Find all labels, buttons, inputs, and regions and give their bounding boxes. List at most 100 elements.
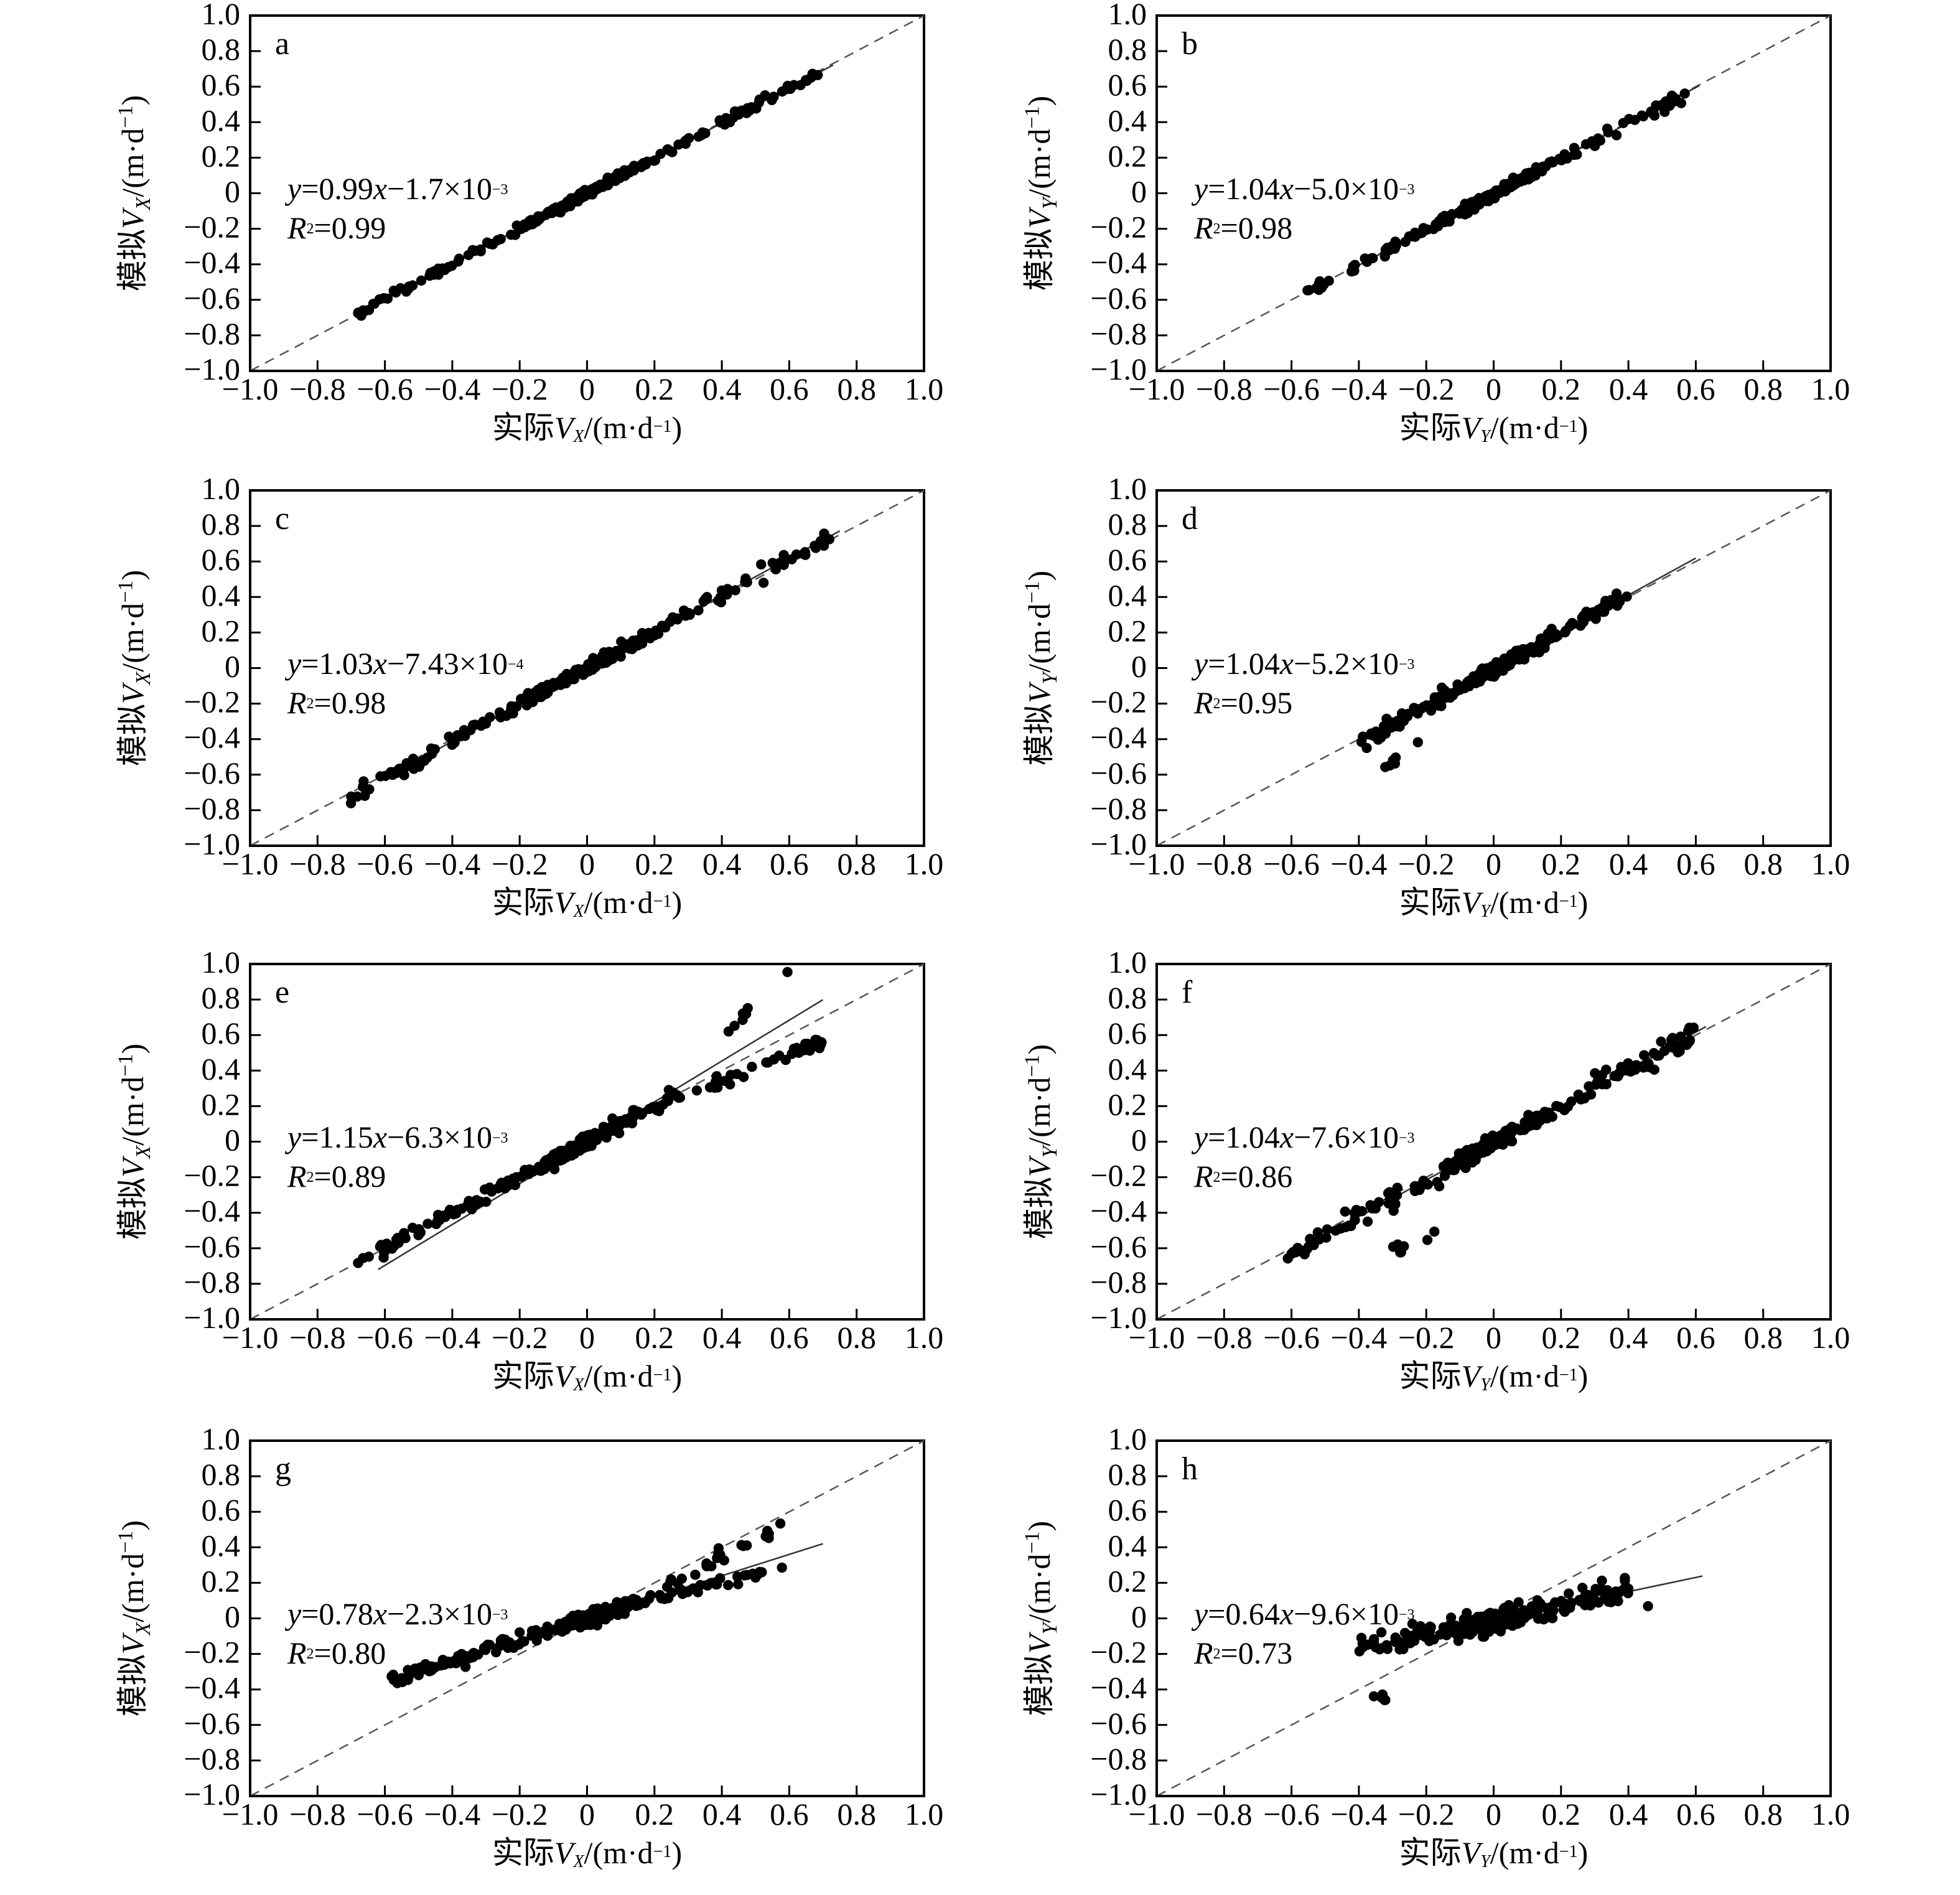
svg-text:−1.0: −1.0 xyxy=(184,352,240,386)
svg-text:−0.8: −0.8 xyxy=(289,372,346,406)
svg-text:0.4: 0.4 xyxy=(1108,1528,1147,1563)
svg-text:实际VY/(m·d−1): 实际VY/(m·d−1) xyxy=(1399,410,1589,446)
svg-text:0: 0 xyxy=(1486,1320,1501,1355)
svg-text:−0.8: −0.8 xyxy=(184,1265,240,1299)
svg-text:0.2: 0.2 xyxy=(202,1087,241,1121)
svg-text:R2=0.73: R2=0.73 xyxy=(1193,1635,1292,1670)
svg-text:−0.8: −0.8 xyxy=(184,1741,240,1776)
svg-text:0.4: 0.4 xyxy=(202,1528,241,1563)
svg-text:−0.4: −0.4 xyxy=(1090,1670,1147,1705)
svg-text:0.4: 0.4 xyxy=(202,578,241,612)
svg-text:−0.2: −0.2 xyxy=(1090,210,1147,245)
svg-text:y=0.78x−2.3×10−3: y=0.78x−2.3×10−3 xyxy=(284,1596,508,1631)
svg-text:0.4: 0.4 xyxy=(702,372,742,406)
svg-text:−0.2: −0.2 xyxy=(1090,1158,1147,1193)
svg-text:−1.0: −1.0 xyxy=(184,1300,240,1335)
svg-text:0.2: 0.2 xyxy=(1542,1797,1581,1832)
svg-text:0.4: 0.4 xyxy=(1609,1797,1648,1832)
svg-text:1.0: 1.0 xyxy=(905,1797,944,1832)
svg-text:b: b xyxy=(1182,26,1198,62)
svg-text:1.0: 1.0 xyxy=(1811,372,1850,406)
svg-text:1.0: 1.0 xyxy=(1108,1421,1147,1456)
svg-text:0: 0 xyxy=(1486,846,1501,881)
svg-text:0.4: 0.4 xyxy=(1609,846,1648,881)
svg-text:0.6: 0.6 xyxy=(1108,1492,1147,1527)
svg-text:−0.4: −0.4 xyxy=(424,1320,481,1355)
svg-text:−0.6: −0.6 xyxy=(1263,1320,1320,1355)
svg-text:0.8: 0.8 xyxy=(1108,32,1147,67)
svg-text:实际VY/(m·d−1): 实际VY/(m·d−1) xyxy=(1399,885,1589,921)
svg-text:0: 0 xyxy=(1486,1797,1501,1832)
svg-text:−0.6: −0.6 xyxy=(1263,846,1320,881)
svg-text:0: 0 xyxy=(225,1123,240,1158)
svg-text:1.0: 1.0 xyxy=(202,945,241,980)
svg-text:0: 0 xyxy=(579,372,595,406)
svg-text:−0.2: −0.2 xyxy=(1398,372,1455,406)
svg-text:0.8: 0.8 xyxy=(837,1797,876,1832)
svg-text:0.2: 0.2 xyxy=(635,1320,674,1355)
svg-text:−0.4: −0.4 xyxy=(184,1194,240,1228)
svg-text:−0.2: −0.2 xyxy=(184,1158,240,1193)
svg-text:1.0: 1.0 xyxy=(905,1320,944,1355)
svg-text:−0.2: −0.2 xyxy=(1398,1797,1455,1832)
svg-text:0.8: 0.8 xyxy=(837,372,876,406)
svg-text:−0.6: −0.6 xyxy=(184,1229,240,1264)
svg-text:R2=0.86: R2=0.86 xyxy=(1193,1159,1292,1194)
svg-text:y=1.04x−5.0×10−3: y=1.04x−5.0×10−3 xyxy=(1191,171,1415,206)
svg-text:1.0: 1.0 xyxy=(1108,471,1147,506)
svg-text:−0.2: −0.2 xyxy=(1090,685,1147,719)
svg-text:0: 0 xyxy=(1486,372,1501,406)
svg-text:−0.4: −0.4 xyxy=(184,1670,240,1705)
svg-text:0.6: 0.6 xyxy=(202,67,241,102)
svg-text:y=1.04x−7.6×10−3: y=1.04x−7.6×10−3 xyxy=(1191,1120,1415,1154)
svg-text:实际VY/(m·d−1): 实际VY/(m·d−1) xyxy=(1399,1835,1589,1871)
svg-text:0.6: 0.6 xyxy=(202,542,241,577)
svg-text:−0.2: −0.2 xyxy=(492,1320,548,1355)
svg-text:−1.0: −1.0 xyxy=(1090,826,1147,861)
svg-text:−0.8: −0.8 xyxy=(1090,791,1147,826)
svg-text:g: g xyxy=(275,1451,291,1487)
svg-text:−0.4: −0.4 xyxy=(424,846,481,881)
svg-text:0: 0 xyxy=(579,846,595,881)
svg-text:0.4: 0.4 xyxy=(202,103,241,138)
svg-text:0: 0 xyxy=(1131,1599,1147,1634)
svg-text:0.6: 0.6 xyxy=(1108,1016,1147,1050)
svg-text:0: 0 xyxy=(1131,649,1147,684)
svg-text:−0.2: −0.2 xyxy=(184,685,240,719)
svg-text:−0.4: −0.4 xyxy=(424,372,481,406)
svg-text:−0.6: −0.6 xyxy=(1090,756,1147,790)
svg-text:实际VY/(m·d−1): 实际VY/(m·d−1) xyxy=(1399,1359,1589,1395)
svg-text:0.2: 0.2 xyxy=(1542,372,1581,406)
svg-text:1.0: 1.0 xyxy=(1108,0,1147,31)
svg-text:1.0: 1.0 xyxy=(905,372,944,406)
svg-text:−0.6: −0.6 xyxy=(1263,1797,1320,1832)
svg-text:−0.4: −0.4 xyxy=(184,245,240,280)
svg-text:−0.8: −0.8 xyxy=(1196,1320,1253,1355)
svg-text:0.8: 0.8 xyxy=(1743,1320,1783,1355)
svg-text:0.4: 0.4 xyxy=(702,1320,742,1355)
svg-text:0.2: 0.2 xyxy=(202,138,241,173)
svg-text:0.2: 0.2 xyxy=(1108,1087,1147,1121)
svg-text:0.8: 0.8 xyxy=(837,1320,876,1355)
svg-text:−0.8: −0.8 xyxy=(289,1797,346,1832)
svg-text:0: 0 xyxy=(1131,174,1147,209)
svg-text:R2=0.80: R2=0.80 xyxy=(287,1635,386,1670)
svg-text:−0.2: −0.2 xyxy=(492,1797,548,1832)
svg-text:0.2: 0.2 xyxy=(1542,1320,1581,1355)
svg-text:0.2: 0.2 xyxy=(635,1797,674,1832)
svg-text:−1.0: −1.0 xyxy=(1090,352,1147,386)
svg-text:0: 0 xyxy=(225,174,240,209)
svg-text:−1.0: −1.0 xyxy=(1090,1777,1147,1812)
svg-text:R2=0.98: R2=0.98 xyxy=(287,685,386,720)
svg-text:0.4: 0.4 xyxy=(1609,372,1648,406)
svg-text:−0.4: −0.4 xyxy=(1331,372,1388,406)
svg-text:−0.2: −0.2 xyxy=(1398,1320,1455,1355)
svg-text:0.4: 0.4 xyxy=(202,1051,241,1086)
svg-text:0: 0 xyxy=(225,1599,240,1634)
svg-text:0.8: 0.8 xyxy=(202,507,241,541)
svg-text:1.0: 1.0 xyxy=(1811,1797,1850,1832)
svg-text:0.4: 0.4 xyxy=(1108,1051,1147,1086)
svg-text:0.4: 0.4 xyxy=(1108,578,1147,612)
svg-text:−0.4: −0.4 xyxy=(1090,720,1147,755)
svg-text:h: h xyxy=(1182,1451,1198,1487)
